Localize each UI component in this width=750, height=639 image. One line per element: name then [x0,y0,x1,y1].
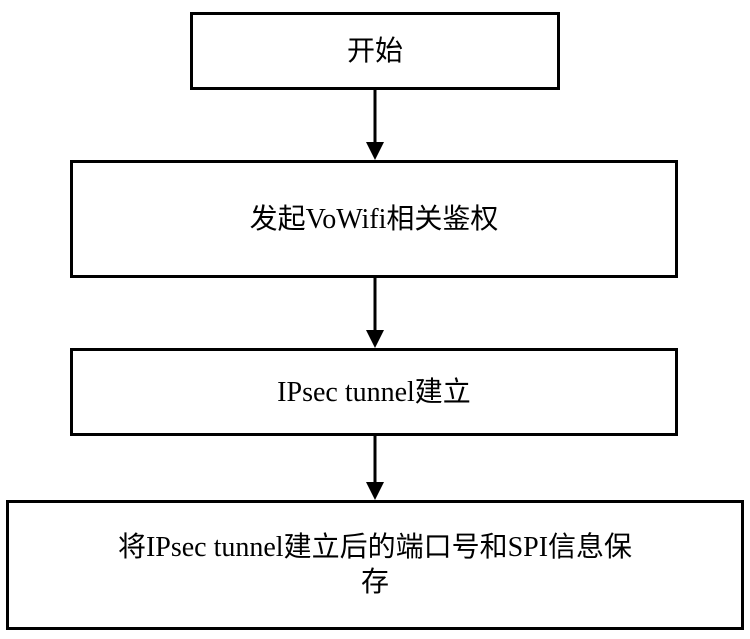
flowchart-canvas: 开始发起VoWifi相关鉴权 IPsec tunnel建立将IPsec tunne… [0,0,750,639]
flowchart-node-label: 开始 [347,34,403,69]
flowchart-node-n4: 将IPsec tunnel建立后的端口号和SPI信息保 存 [6,500,744,630]
flowchart-arrow-1 [357,90,393,160]
flowchart-node-label: IPsec tunnel建立 [277,375,471,410]
flowchart-node-n1: 开始 [190,12,560,90]
flowchart-node-label: 将IPsec tunnel建立后的端口号和SPI信息保 存 [118,530,632,600]
flowchart-node-label: 发起VoWifi相关鉴权 [250,202,499,237]
flowchart-node-n2: 发起VoWifi相关鉴权 [70,160,678,278]
flowchart-arrow-2 [357,278,393,348]
flowchart-arrow-3 [357,436,393,500]
flowchart-node-n3: IPsec tunnel建立 [70,348,678,436]
